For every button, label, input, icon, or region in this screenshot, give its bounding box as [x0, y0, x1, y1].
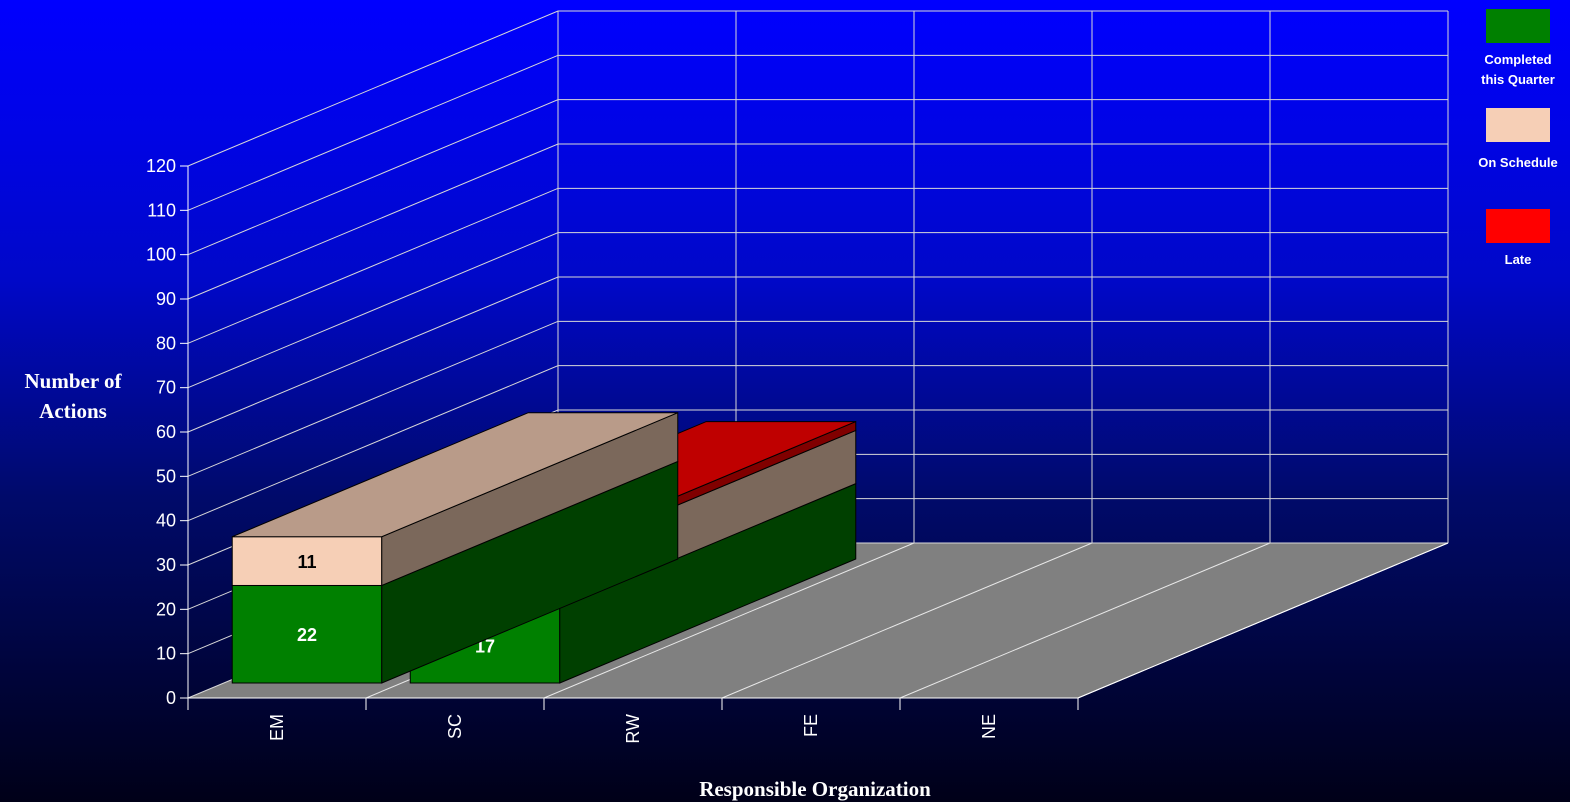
y-tick-label: 0 [166, 688, 176, 708]
x-tick-label: RW [623, 714, 643, 744]
legend-label: On Schedule [1478, 155, 1557, 170]
y-tick-label: 70 [156, 378, 176, 398]
y-axis-title-line-1: Number of [24, 369, 122, 393]
legend-label: this Quarter [1481, 72, 1555, 87]
gridline [187, 187, 1448, 344]
gridline [187, 99, 1448, 256]
bar-segment-top [232, 412, 678, 538]
legend-swatch [1486, 209, 1550, 243]
gridline [187, 54, 1448, 211]
floor-gridline [543, 542, 915, 699]
chart-axes: 0 10 20 30 40 50 60 70 80 90 100 110 120 EM SC RW FE NE [146, 156, 1449, 744]
y-tick-label: 60 [156, 422, 176, 442]
bar-segment-front [231, 536, 383, 586]
x-tick-label: NE [979, 714, 999, 739]
x-axis-title: Responsible Organization [699, 777, 931, 801]
legend-label: Late [1505, 252, 1532, 267]
legend: Completed this Quarter On Schedule Late [1478, 9, 1558, 267]
y-tick-label: 90 [156, 289, 176, 309]
gridline [187, 143, 1448, 300]
chart-bars: 171222211 [231, 411, 857, 684]
y-tick-label: 30 [156, 555, 176, 575]
gridline [187, 232, 1448, 389]
legend-label: Completed [1484, 52, 1551, 67]
y-tick-label: 20 [156, 599, 176, 619]
y-tick-label: 80 [156, 333, 176, 353]
floor-gridline [721, 542, 1093, 699]
gridline [187, 10, 1448, 167]
legend-swatch [1486, 108, 1550, 142]
y-axis-title-line-2: Actions [39, 399, 107, 423]
x-tick-label: FE [801, 714, 821, 737]
data-label: 11 [297, 552, 316, 572]
y-tick-label: 40 [156, 511, 176, 531]
x-tick-label: SC [445, 714, 465, 739]
y-tick-label: 110 [147, 200, 176, 220]
y-tick-label: 100 [146, 245, 176, 265]
legend-swatch [1486, 9, 1550, 43]
x-tick-label: EM [267, 714, 287, 741]
floor-edge [1077, 542, 1449, 699]
y-tick-label: 50 [156, 466, 176, 486]
data-label: 22 [297, 625, 317, 645]
bar-segment-front [231, 584, 383, 684]
floor-gridline [899, 542, 1271, 699]
y-tick-label: 120 [146, 156, 176, 176]
gridline [187, 276, 1448, 433]
y-tick-label: 10 [156, 644, 176, 664]
